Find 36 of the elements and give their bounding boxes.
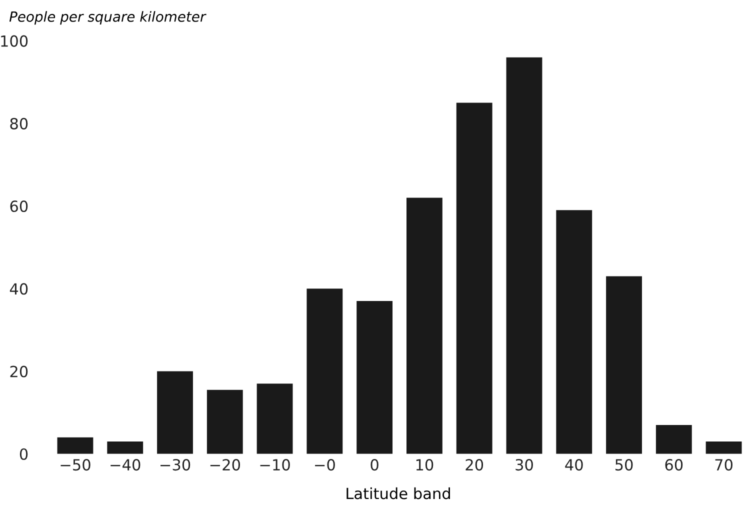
y-tick-label: 20 (10, 366, 28, 378)
bar (456, 102, 492, 454)
x-tick-label: −10 (260, 459, 290, 471)
bar (506, 57, 542, 454)
bar (606, 276, 642, 454)
x-tick-label: −40 (110, 459, 140, 471)
bar (306, 288, 343, 454)
bar (656, 424, 692, 454)
bar (356, 301, 393, 454)
y-tick-label: 100 (1, 35, 28, 47)
x-tick-label: 50 (615, 459, 633, 471)
bar (206, 390, 243, 454)
x-tick-label: 40 (565, 459, 583, 471)
y-axis-title: People per square kilometer (9, 11, 206, 25)
bar (406, 198, 442, 454)
y-tick-label: 60 (10, 200, 28, 212)
x-tick-label: 20 (466, 459, 484, 471)
bar (706, 442, 742, 454)
y-tick-label: 40 (10, 283, 28, 295)
bar (57, 437, 94, 454)
x-tick-label: −20 (210, 459, 240, 471)
y-tick-label: 80 (10, 118, 28, 130)
x-tick-label: 10 (416, 459, 434, 471)
bar (256, 384, 293, 454)
bar (556, 210, 592, 454)
x-tick-label: 70 (715, 459, 732, 471)
x-tick-label: −30 (160, 459, 190, 471)
x-tick-label: 60 (665, 459, 683, 471)
y-tick-label: 0 (20, 448, 28, 460)
x-axis-title: Latitude band (346, 487, 450, 500)
x-tick-label: 0 (370, 459, 378, 471)
x-tick-label: −0 (315, 459, 335, 471)
x-tick-label: −50 (60, 459, 90, 471)
bar (157, 371, 193, 454)
x-tick-label: 30 (516, 459, 533, 471)
bar (107, 442, 144, 454)
